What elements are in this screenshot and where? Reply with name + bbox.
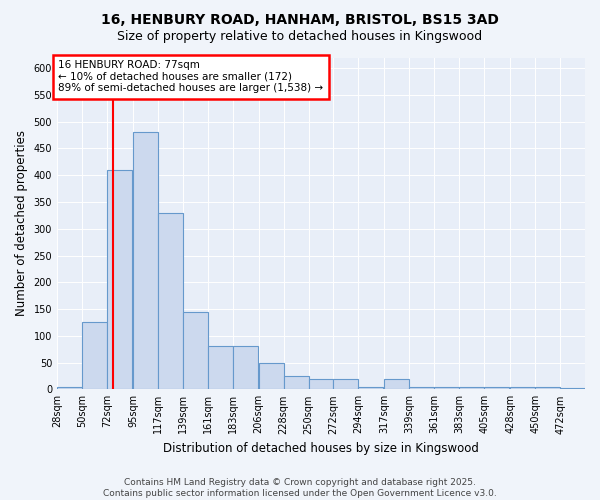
Y-axis label: Number of detached properties: Number of detached properties — [15, 130, 28, 316]
Bar — [385, 378, 409, 390]
Bar — [484, 386, 509, 390]
Text: Contains HM Land Registry data © Crown copyright and database right 2025.
Contai: Contains HM Land Registry data © Crown c… — [103, 478, 497, 498]
Text: 16 HENBURY ROAD: 77sqm
← 10% of detached houses are smaller (172)
89% of semi-de: 16 HENBURY ROAD: 77sqm ← 10% of detached… — [58, 60, 323, 94]
Bar — [133, 132, 158, 390]
Bar — [107, 170, 132, 390]
Bar — [510, 386, 535, 390]
Bar — [334, 378, 358, 390]
Bar — [560, 388, 585, 390]
Bar — [434, 386, 459, 390]
Bar — [158, 212, 183, 390]
Bar — [259, 362, 284, 390]
Bar — [284, 376, 308, 390]
X-axis label: Distribution of detached houses by size in Kingswood: Distribution of detached houses by size … — [163, 442, 479, 455]
Bar — [308, 378, 334, 390]
Bar — [183, 312, 208, 390]
Bar — [409, 386, 434, 390]
Bar — [459, 386, 484, 390]
Bar — [535, 386, 560, 390]
Bar — [233, 346, 257, 390]
Text: 16, HENBURY ROAD, HANHAM, BRISTOL, BS15 3AD: 16, HENBURY ROAD, HANHAM, BRISTOL, BS15 … — [101, 12, 499, 26]
Text: Size of property relative to detached houses in Kingswood: Size of property relative to detached ho… — [118, 30, 482, 43]
Bar — [82, 322, 107, 390]
Bar — [57, 386, 82, 390]
Bar — [208, 346, 233, 390]
Bar — [358, 386, 383, 390]
